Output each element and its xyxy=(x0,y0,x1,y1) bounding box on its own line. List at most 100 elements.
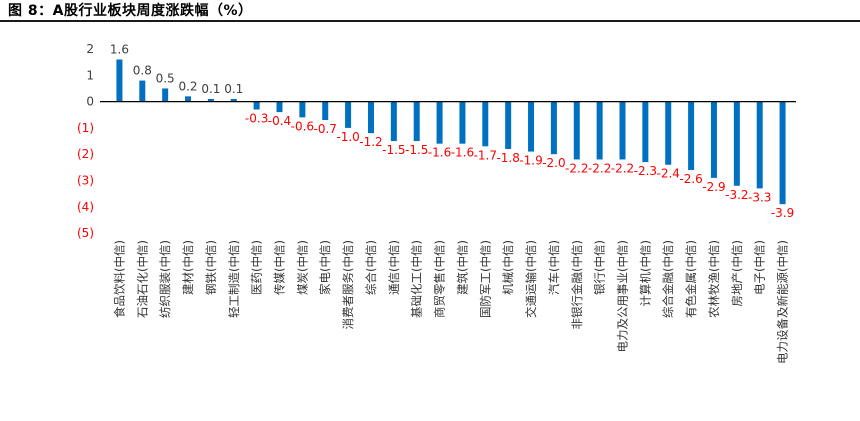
y-tick-label: (2) xyxy=(77,147,94,161)
category-label: 电力设备及新能源(中信) xyxy=(776,240,790,364)
bar xyxy=(276,101,283,113)
bar xyxy=(436,101,443,144)
data-label: -2.2 xyxy=(588,161,611,175)
bar xyxy=(459,101,466,144)
category-label: 传媒(中信) xyxy=(273,240,287,295)
data-label: -1.6 xyxy=(428,146,451,160)
category-label: 石油石化(中信) xyxy=(135,240,149,318)
bar xyxy=(642,101,649,163)
category-label: 交通运输(中信) xyxy=(524,240,538,318)
category-label: 银行(中信) xyxy=(593,240,607,295)
y-tick-label: 1 xyxy=(86,68,94,82)
bar xyxy=(619,101,626,160)
data-label: 0.2 xyxy=(178,79,197,93)
bar xyxy=(505,101,512,149)
bar xyxy=(116,59,123,102)
title-rule xyxy=(0,20,860,22)
category-label: 商贸零售(中信) xyxy=(433,240,447,318)
data-label: -1.7 xyxy=(474,148,497,162)
y-tick-label: (4) xyxy=(77,200,94,214)
data-label: -0.4 xyxy=(268,114,291,128)
bar xyxy=(367,101,374,134)
category-labels: 食品饮料(中信) 石油石化(中信) 纺织服装(中信) 建材(中信) 钢铁(中信) 轻工制造… xyxy=(112,240,789,364)
data-label: -2.9 xyxy=(702,180,725,194)
category-label: 医药(中信) xyxy=(250,240,264,295)
bar xyxy=(413,101,420,142)
bar xyxy=(185,96,192,102)
y-tick-label: (3) xyxy=(77,174,94,188)
bar xyxy=(779,101,786,205)
bar xyxy=(207,98,214,102)
category-label: 有色金属(中信) xyxy=(684,240,698,318)
data-label: -2.4 xyxy=(657,167,680,181)
y-tick-label: 0 xyxy=(86,95,94,109)
bar xyxy=(596,101,603,160)
data-label: -3.2 xyxy=(725,188,748,202)
bar xyxy=(710,101,717,178)
category-label: 食品饮料(中信) xyxy=(112,240,126,318)
category-label: 建材(中信) xyxy=(181,240,195,295)
category-label: 通信(中信) xyxy=(387,240,401,295)
category-label: 纺织服装(中信) xyxy=(158,240,172,318)
bar xyxy=(162,88,169,102)
bar xyxy=(322,101,329,121)
data-label: -2.3 xyxy=(634,164,657,178)
data-label: -1.5 xyxy=(382,143,405,157)
data-labels: 1.60.80.50.2 0.1 0.1-0.3 -0.4 -0.6 -0.7-1.0 -1… xyxy=(110,43,794,221)
category-label: 综合(中信) xyxy=(364,240,378,295)
figure-title: 图 8：A股行业板块周度涨跌幅（%） xyxy=(8,3,253,19)
bar xyxy=(528,101,535,152)
bar xyxy=(390,101,397,142)
bar xyxy=(345,101,352,128)
category-label: 非银行金融(中信) xyxy=(570,240,584,329)
category-label: 基础化工(中信) xyxy=(410,240,424,318)
bar xyxy=(482,101,489,147)
data-label: 0.5 xyxy=(156,71,175,85)
data-label: -1.9 xyxy=(519,154,542,168)
category-label: 农林牧渔(中信) xyxy=(707,240,721,318)
bar xyxy=(299,101,306,118)
category-label: 房地产(中信) xyxy=(730,240,744,306)
data-label: -1.6 xyxy=(451,146,474,160)
bars xyxy=(116,59,786,205)
bar xyxy=(253,101,260,110)
data-label: 0.8 xyxy=(133,64,152,78)
y-axis: 2 1 0 (1) (2) (3) (4) (5) xyxy=(77,42,94,240)
data-label: -2.6 xyxy=(679,172,702,186)
bar xyxy=(665,101,672,165)
category-label: 电力及公用事业(中信) xyxy=(616,240,630,352)
data-label: -0.7 xyxy=(314,122,337,136)
y-tick-label: (1) xyxy=(77,121,94,135)
data-label: -3.3 xyxy=(748,190,771,204)
category-label: 煤炭(中信) xyxy=(295,240,309,295)
data-label: -2.2 xyxy=(565,161,588,175)
y-tick-label: (5) xyxy=(77,226,94,240)
bar xyxy=(733,101,740,186)
category-label: 建筑(中信) xyxy=(455,240,469,295)
category-label: 钢铁(中信) xyxy=(204,240,218,295)
category-label: 汽车(中信) xyxy=(547,240,561,295)
category-label: 机械(中信) xyxy=(501,240,515,295)
category-label: 国防军工(中信) xyxy=(478,240,492,318)
data-label: -1.8 xyxy=(496,151,519,165)
category-label: 家电(中信) xyxy=(318,240,332,295)
bar xyxy=(688,101,695,170)
category-label: 轻工制造(中信) xyxy=(227,240,241,318)
data-label: -1.2 xyxy=(359,135,382,149)
data-label: -2.2 xyxy=(611,161,634,175)
data-label: 0.1 xyxy=(201,82,220,96)
data-label: -2.0 xyxy=(542,156,565,170)
category-label: 综合金融(中信) xyxy=(661,240,675,318)
data-label: 0.1 xyxy=(224,82,243,96)
bar xyxy=(139,80,146,102)
category-label: 消费者服务(中信) xyxy=(341,240,355,329)
category-label: 计算机(中信) xyxy=(638,240,652,306)
data-label: -0.6 xyxy=(291,119,314,133)
data-label: -0.3 xyxy=(245,111,268,125)
data-label: -1.0 xyxy=(336,130,359,144)
category-label: 电子(中信) xyxy=(753,240,767,295)
bar xyxy=(230,98,237,102)
data-label: 1.6 xyxy=(110,43,129,57)
data-label: -3.9 xyxy=(771,206,794,220)
